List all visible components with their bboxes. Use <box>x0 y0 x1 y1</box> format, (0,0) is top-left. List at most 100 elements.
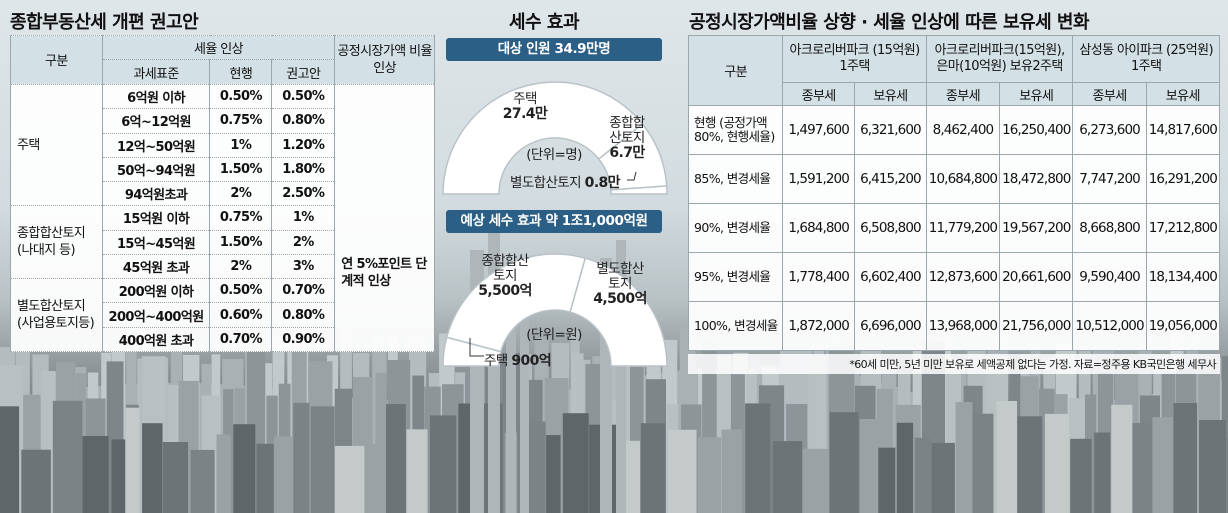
cell-current: 0.70% <box>209 326 273 353</box>
col-header-rate-increase: 세율 인상 <box>101 34 336 61</box>
cell-base: 400억원 초과 <box>101 326 211 353</box>
building <box>256 443 274 513</box>
building <box>0 406 20 513</box>
table-row: 90%, 변경세율 1,684,800 6,508,800 11,779,200 19,… <box>687 203 1221 253</box>
cell-base: 50억~94억원 <box>101 156 211 183</box>
cell-value: 17,212,800 <box>1145 203 1221 253</box>
building <box>829 412 859 513</box>
cell-base: 45억원 초과 <box>101 253 211 280</box>
col-header-tax-base: 과세표준 <box>101 59 211 85</box>
cell-value: 10,684,800 <box>925 154 1001 204</box>
table-row: 6억~12억원 0.75% 0.80% <box>11 108 435 134</box>
tower <box>506 262 516 513</box>
table-row: 94억원초과 2% 2.50% <box>11 181 435 207</box>
revenue-effect-donut <box>442 253 668 367</box>
cell-base: 94억원초과 <box>101 181 211 207</box>
cell-value: 7,747,200 <box>1072 154 1147 204</box>
cell-value: 1,591,200 <box>782 154 856 204</box>
building <box>878 447 896 513</box>
building <box>931 442 955 513</box>
target-count-title: 대상 인원 34.9만명 <box>446 38 662 61</box>
table-row: 주택 6억원 이하 0.50% 0.50% 연 5%포인트 단계적 인상 <box>10 83 435 353</box>
cell-value: 6,602,400 <box>854 252 927 302</box>
table-row: 85%, 변경세율 1,591,200 6,415,200 10,684,800 18,… <box>687 154 1221 204</box>
cell-value: 11,779,200 <box>925 203 1001 253</box>
table-row: 별도합산토지 (사업용토지등) 200억원 이하 0.50% 0.70% <box>10 278 435 352</box>
building <box>1078 345 1091 513</box>
slice-label: 종합합산토지 <box>481 253 529 284</box>
slice-value: 900억 <box>511 353 552 369</box>
building <box>1152 417 1173 513</box>
cell-value: 19,567,200 <box>999 203 1074 253</box>
building <box>406 429 428 513</box>
cell-current: 0.75% <box>209 205 273 231</box>
building <box>697 437 721 513</box>
cell-value: 1,497,600 <box>782 105 856 155</box>
building <box>1070 438 1092 513</box>
building <box>859 419 877 513</box>
donut1-label-comprehensive-land: 종합합산토지 6.7만 <box>598 116 656 161</box>
donut-slice <box>569 257 668 367</box>
cell-proposal: 2% <box>271 229 336 255</box>
donut-slice <box>442 81 644 195</box>
slice-value: 0.8만 <box>584 175 621 191</box>
cell-value: 18,472,800 <box>999 154 1074 204</box>
cell-current: 1% <box>209 132 273 158</box>
slice-label: 종합합산토지 <box>609 115 645 146</box>
cell-base: 15억~45억원 <box>101 229 211 255</box>
table-row: 12억~50억원 1% 1.20% <box>11 132 435 158</box>
row-label: 현행 (공정가액 80%, 현행세율) <box>687 105 784 155</box>
cell-proposal: 0.80% <box>271 108 336 134</box>
building <box>310 406 335 513</box>
ratio-increase-value: 연 5%포인트 단계적 인상 <box>334 83 435 353</box>
cell-base: 200억~400억원 <box>101 302 211 328</box>
table-row: 95%, 변경세율 1,778,400 6,602,400 12,873,600 20,… <box>687 252 1221 302</box>
building <box>955 402 973 513</box>
col-header-tax-type: 종부세 <box>925 82 1001 106</box>
cell-value: 6,273,600 <box>1072 105 1147 155</box>
building <box>190 449 215 513</box>
col-header-tax-type: 보유세 <box>1145 82 1221 106</box>
slice-value: 27.4만 <box>502 106 548 122</box>
cell-value: 9,590,400 <box>1072 252 1147 302</box>
table-row: 50억~94억원 1.50% 1.80% <box>11 156 435 183</box>
building <box>772 441 803 513</box>
cell-current: 0.60% <box>209 302 273 328</box>
cell-value: 12,873,600 <box>925 252 1001 302</box>
cell-value: 1,684,800 <box>782 203 856 253</box>
building <box>82 436 109 513</box>
building <box>996 401 1018 513</box>
building <box>667 429 697 513</box>
building <box>125 407 140 513</box>
building <box>334 445 365 513</box>
leader-line <box>627 171 637 181</box>
slice-value: 5,500억 <box>478 283 532 299</box>
row-label: 90%, 변경세율 <box>687 203 784 253</box>
cell-value: 8,668,800 <box>1072 203 1147 253</box>
building <box>1132 422 1152 513</box>
slice-label: 주택 <box>484 353 508 369</box>
cell-value: 16,250,400 <box>999 105 1074 155</box>
cell-current: 0.75% <box>209 108 273 134</box>
cell-base: 6억원 이하 <box>101 83 211 110</box>
cell-current: 2% <box>209 253 273 280</box>
building <box>745 403 771 513</box>
table-row: 15억~45억원 1.50% 2% <box>11 229 435 255</box>
col-header-group: 구분 <box>10 35 103 85</box>
col-header-group: 구분 <box>687 35 784 106</box>
building <box>216 434 231 513</box>
building <box>562 413 589 513</box>
holding-tax-change-table: 구분 아크로리버파크 (15억원) 1주택 아크로리버파크(15억원), 은마(… <box>687 35 1221 351</box>
group-label: 종합합산토지 (나대지 등) <box>10 205 103 280</box>
building <box>429 415 457 513</box>
heading-holding-tax-change: 공정시장가액비율 상향 · 세율 인상에 따른 보유세 변화 <box>689 12 1090 33</box>
cell-value: 8,462,400 <box>925 105 1001 155</box>
donut1-label-housing: 주택 27.4만 <box>492 92 558 122</box>
revenue-effect-title: 예상 세수 효과 약 1조1,000억원 <box>446 210 662 233</box>
tower <box>616 240 626 513</box>
slice-value: 4,500억 <box>593 291 647 307</box>
building <box>162 442 189 513</box>
cell-value: 6,321,600 <box>854 105 927 155</box>
table-row: 종합합산토지 (나대지 등) 15억원 이하 0.75% 1% <box>10 205 435 280</box>
